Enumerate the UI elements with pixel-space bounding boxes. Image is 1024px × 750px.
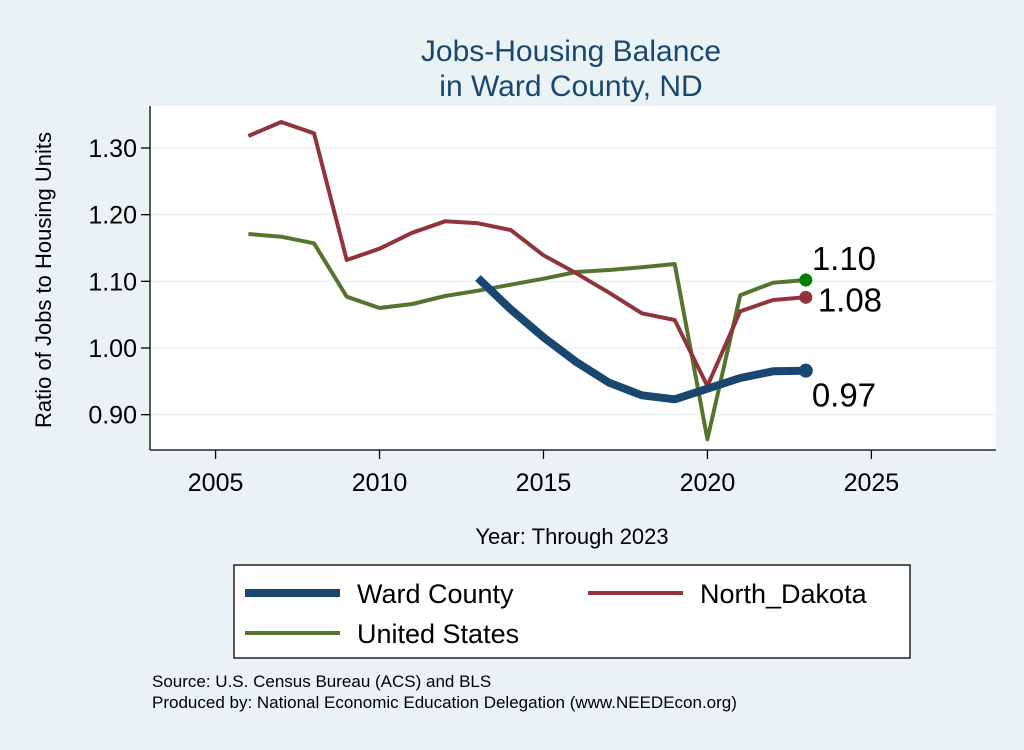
legend-label-ward-county: Ward County — [357, 579, 514, 609]
end-label-united-states: 1.10 — [812, 240, 876, 277]
x-tick-label-3: 2020 — [680, 469, 736, 497]
plot-area — [150, 106, 996, 450]
y-tick-label-0: 0.90 — [88, 402, 137, 430]
y-axis-title: Ratio of Jobs to Housing Units — [31, 132, 56, 428]
y-tick-label-1: 1.00 — [88, 335, 137, 363]
x-tick-label-0: 2005 — [188, 469, 244, 497]
series-lines — [247, 120, 806, 442]
end-marker-united-states — [799, 273, 813, 287]
axes: 0.90 1.00 1.10 1.20 1.30 2005 2010 2015 2020 2025 — [88, 106, 996, 497]
producer-note: Produced by: National Economic Education… — [152, 693, 737, 712]
chart-title-line-2: in Ward County, ND — [439, 70, 702, 103]
chart-title-line-1: Jobs-Housing Balance — [421, 35, 721, 68]
y-tick-label-3: 1.20 — [88, 202, 137, 230]
legend-box — [233, 564, 911, 659]
source-note: Source: U.S. Census Bureau (ACS) and BLS — [152, 672, 491, 691]
end-label-ward-county: 0.97 — [812, 377, 876, 414]
series-line-north-dakota — [247, 120, 806, 388]
legend-label-north-dakota: North_Dakota — [700, 579, 868, 609]
y-tick-label-2: 1.10 — [88, 268, 137, 296]
x-tick-label-4: 2025 — [844, 469, 900, 497]
x-axis-title: Year: Through 2023 — [475, 524, 668, 549]
x-tick-label-1: 2010 — [352, 469, 408, 497]
legend-label-united-states: United States — [357, 619, 519, 649]
y-tick-label-4: 1.30 — [88, 135, 137, 163]
x-tick-label-2: 2015 — [516, 469, 572, 497]
legend: Ward County North_Dakota United States — [233, 564, 911, 659]
end-marker-ward-county — [798, 363, 813, 378]
series-line-ward-county — [475, 275, 806, 404]
end-markers — [798, 273, 813, 378]
end-labels: 0.97 1.08 1.10 — [812, 240, 882, 414]
gridlines — [150, 147, 996, 416]
end-marker-north-dakota — [799, 290, 813, 304]
series-line-united-states — [248, 232, 806, 442]
end-label-north-dakota: 1.08 — [818, 281, 882, 318]
